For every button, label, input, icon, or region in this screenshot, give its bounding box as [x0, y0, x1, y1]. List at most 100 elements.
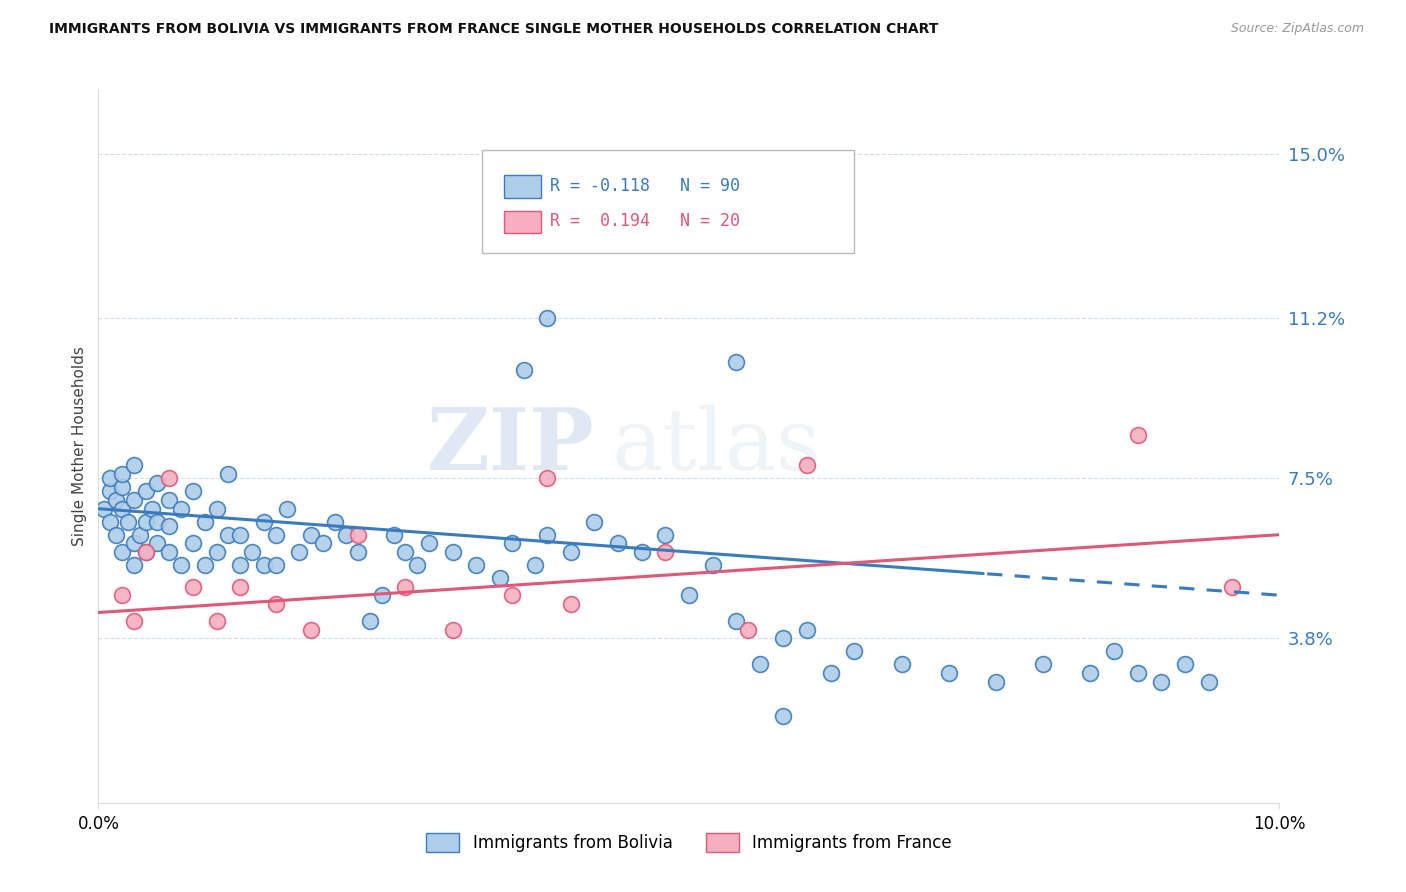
Point	[98, 515, 121, 529]
Point	[264, 558, 287, 572]
Text: atlas: atlas	[612, 404, 821, 488]
Point	[748, 657, 770, 672]
Point	[122, 493, 145, 508]
Point	[501, 588, 523, 602]
Point	[1150, 674, 1173, 689]
Point	[181, 484, 204, 499]
Point	[181, 536, 204, 550]
Point	[702, 558, 724, 572]
FancyBboxPatch shape	[503, 175, 541, 198]
Point	[560, 597, 582, 611]
Point	[737, 623, 759, 637]
Point	[654, 545, 676, 559]
Point	[146, 536, 169, 550]
Point	[560, 545, 582, 559]
Point	[135, 515, 157, 529]
Point	[117, 515, 139, 529]
Point	[240, 545, 263, 559]
Point	[170, 501, 193, 516]
Point	[607, 536, 630, 550]
Point	[844, 644, 866, 658]
Point	[630, 545, 652, 559]
Point	[501, 536, 523, 550]
Point	[359, 614, 381, 628]
Point	[105, 493, 128, 508]
Point	[205, 501, 228, 516]
Point	[820, 666, 842, 681]
Point	[170, 558, 193, 572]
Point	[229, 580, 252, 594]
Point	[583, 515, 606, 529]
Point	[312, 536, 335, 550]
Point	[135, 545, 157, 559]
Point	[536, 527, 558, 541]
Point	[229, 527, 252, 541]
Point	[146, 475, 169, 490]
Point	[938, 666, 960, 681]
Point	[299, 623, 322, 637]
Point	[1032, 657, 1054, 672]
Text: R = -0.118   N = 90: R = -0.118 N = 90	[550, 177, 740, 194]
Text: ZIP: ZIP	[426, 404, 595, 488]
Point	[122, 536, 145, 550]
Point	[725, 354, 748, 368]
Point	[111, 467, 134, 482]
Point	[394, 580, 416, 594]
Point	[157, 545, 180, 559]
Point	[984, 674, 1007, 689]
FancyBboxPatch shape	[482, 150, 855, 253]
Point	[890, 657, 912, 672]
Point	[157, 493, 180, 508]
Point	[725, 614, 748, 628]
Point	[98, 484, 121, 499]
Point	[157, 519, 180, 533]
Point	[105, 527, 128, 541]
Point	[93, 501, 115, 516]
Point	[512, 363, 534, 377]
Point	[335, 527, 357, 541]
Point	[299, 527, 322, 541]
Point	[796, 623, 818, 637]
Point	[489, 234, 512, 248]
Point	[772, 709, 794, 723]
Point	[217, 527, 239, 541]
Point	[135, 545, 157, 559]
Point	[194, 515, 217, 529]
Point	[489, 571, 512, 585]
Point	[98, 471, 121, 485]
Point	[111, 480, 134, 494]
Point	[122, 614, 145, 628]
Point	[122, 458, 145, 473]
Point	[111, 545, 134, 559]
Point	[524, 558, 547, 572]
Text: R =  0.194   N = 20: R = 0.194 N = 20	[550, 212, 740, 230]
Point	[122, 558, 145, 572]
Point	[536, 471, 558, 485]
Text: IMMIGRANTS FROM BOLIVIA VS IMMIGRANTS FROM FRANCE SINGLE MOTHER HOUSEHOLDS CORRE: IMMIGRANTS FROM BOLIVIA VS IMMIGRANTS FR…	[49, 22, 939, 37]
Point	[135, 484, 157, 499]
Point	[194, 558, 217, 572]
Point	[441, 623, 464, 637]
Point	[1080, 666, 1102, 681]
Point	[1102, 644, 1125, 658]
Point	[441, 545, 464, 559]
Point	[678, 588, 700, 602]
Point	[253, 558, 276, 572]
Point	[323, 515, 346, 529]
Point	[394, 545, 416, 559]
Point	[157, 471, 180, 485]
Point	[253, 515, 276, 529]
Point	[1126, 666, 1149, 681]
Point	[229, 558, 252, 572]
Point	[772, 632, 794, 646]
Point	[205, 545, 228, 559]
Point	[1174, 657, 1197, 672]
Y-axis label: Single Mother Households: Single Mother Households	[72, 346, 87, 546]
Point	[264, 527, 287, 541]
Point	[217, 467, 239, 482]
Point	[371, 588, 394, 602]
Point	[654, 527, 676, 541]
Point	[111, 588, 134, 602]
Point	[1220, 580, 1243, 594]
Point	[536, 311, 558, 326]
